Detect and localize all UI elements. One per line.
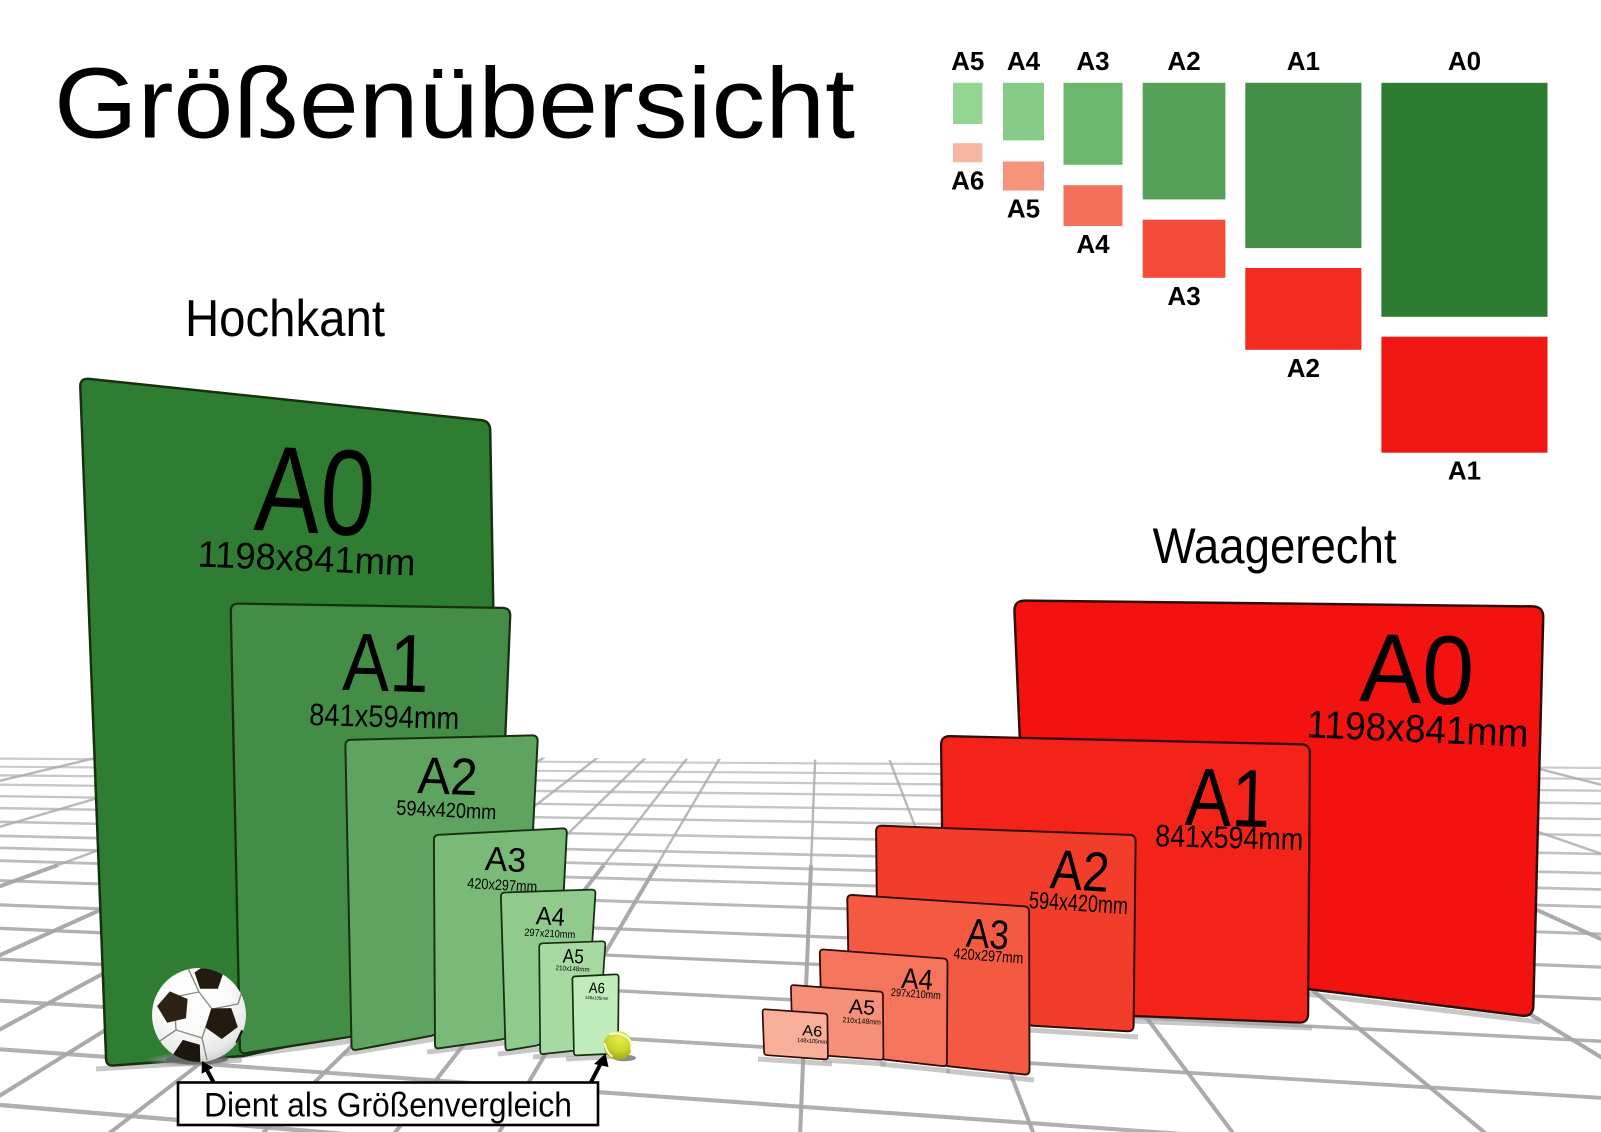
svg-text:841x594mm: 841x594mm [309, 697, 460, 736]
svg-text:A3: A3 [965, 910, 1011, 959]
svg-text:Dient als Größenvergleich: Dient als Größenvergleich [204, 1087, 572, 1125]
svg-text:297x210mm: 297x210mm [524, 927, 576, 942]
svg-text:1198x841mm: 1198x841mm [1306, 703, 1530, 756]
svg-text:A6: A6 [951, 165, 984, 195]
svg-text:420x297mm: 420x297mm [467, 875, 538, 896]
svg-text:A3: A3 [1076, 46, 1109, 76]
svg-text:A1: A1 [1287, 46, 1320, 76]
svg-text:210x148mm: 210x148mm [555, 965, 589, 974]
svg-text:A3: A3 [1167, 281, 1200, 311]
svg-text:A2: A2 [1167, 46, 1200, 76]
svg-text:A3: A3 [484, 840, 527, 880]
svg-text:1198x841mm: 1198x841mm [197, 533, 417, 583]
svg-text:A5: A5 [951, 46, 984, 76]
svg-text:594x420mm: 594x420mm [396, 797, 497, 825]
svg-text:A4: A4 [900, 963, 934, 997]
svg-text:A5: A5 [848, 995, 876, 1020]
svg-text:297x210mm: 297x210mm [890, 987, 941, 1002]
svg-text:841x594mm: 841x594mm [1155, 818, 1304, 857]
svg-text:Größenübersicht: Größenübersicht [54, 48, 855, 160]
svg-text:148x105mm: 148x105mm [797, 1038, 827, 1046]
svg-text:A6: A6 [588, 980, 605, 998]
svg-text:594x420mm: 594x420mm [1028, 887, 1128, 920]
svg-text:A5: A5 [562, 945, 584, 968]
svg-text:A1: A1 [342, 617, 430, 710]
svg-text:Hochkant: Hochkant [185, 289, 385, 347]
svg-text:A5: A5 [1007, 194, 1040, 224]
svg-text:A2: A2 [1287, 353, 1320, 383]
svg-text:A0: A0 [252, 420, 379, 562]
svg-text:420x297mm: 420x297mm [953, 946, 1024, 968]
svg-text:A6: A6 [802, 1022, 823, 1040]
svg-text:A2: A2 [417, 747, 479, 807]
svg-text:A4: A4 [535, 902, 566, 932]
svg-text:A1: A1 [1184, 752, 1271, 845]
svg-text:210x148mm: 210x148mm [842, 1015, 881, 1027]
svg-text:A0: A0 [1448, 46, 1481, 76]
svg-text:A4: A4 [1076, 229, 1110, 259]
svg-text:148x105mm: 148x105mm [585, 995, 609, 1001]
svg-text:A2: A2 [1048, 837, 1111, 904]
svg-text:A1: A1 [1448, 456, 1481, 486]
svg-text:Waagerecht: Waagerecht [1153, 518, 1397, 574]
svg-text:A0: A0 [1358, 612, 1476, 726]
svg-text:A4: A4 [1007, 46, 1041, 76]
